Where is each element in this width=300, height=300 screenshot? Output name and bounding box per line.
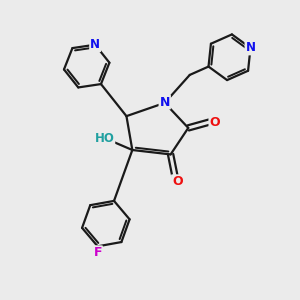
Text: F: F <box>93 246 102 259</box>
Text: O: O <box>172 175 183 188</box>
Text: N: N <box>160 95 170 109</box>
Text: N: N <box>245 41 256 54</box>
Text: O: O <box>209 116 220 128</box>
Text: HO: HO <box>94 132 114 145</box>
Text: N: N <box>90 38 100 51</box>
